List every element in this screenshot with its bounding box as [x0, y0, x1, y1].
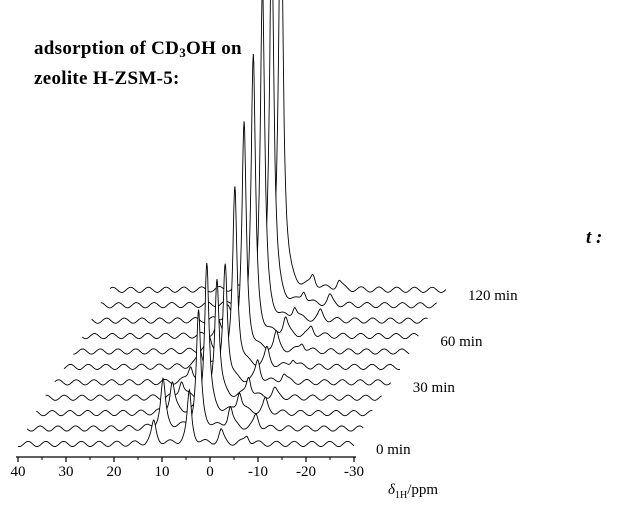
x-axis-title: δ1H/ppm	[388, 482, 438, 501]
x-axis: 40 30 20 10 0 -10 -20 -30	[11, 456, 364, 480]
title-line-1: adsorption of CD3OH on	[34, 36, 294, 66]
time-label-0: 0 min	[376, 442, 411, 458]
spectrum-fill-10	[110, 0, 446, 293]
spectrum-fill-6	[73, 121, 410, 355]
spectrum-fill-3	[45, 279, 382, 401]
time-axis-label: t :	[586, 227, 603, 248]
spectra-group	[17, 0, 447, 447]
x-tick-label-4: 0	[206, 464, 214, 480]
spectrum-fill-7	[82, 54, 419, 339]
title-line-1-prefix: adsorption of CD	[34, 38, 180, 59]
spectrum-line-5	[63, 186, 401, 370]
spectrum-line-6	[73, 121, 410, 355]
title-line-1-subscript: 3	[179, 45, 187, 60]
x-axis-title-unit: /ppm	[407, 482, 439, 498]
spectrum-line-2	[36, 262, 373, 417]
spectrum-line-7	[82, 53, 419, 340]
x-tick-label-3: 10	[155, 464, 170, 480]
spectrum-fill-1	[27, 309, 364, 432]
x-tick-label-0: 40	[11, 464, 26, 480]
spectrum-line-4	[54, 263, 392, 386]
time-label-1: 30 min	[412, 380, 455, 397]
spectrum-line-8	[91, 0, 428, 324]
figure-title: adsorption of CD3OH on zeolite H-ZSM-5:	[34, 36, 294, 92]
spectrum-fill-5	[64, 186, 400, 370]
time-label-2: 60 min	[440, 334, 483, 351]
spectrum-line-3	[45, 279, 382, 401]
spectrum-line-1	[26, 309, 364, 432]
x-tick-label-6: -20	[296, 464, 316, 480]
spectrum-line-9	[100, 0, 437, 309]
x-tick-label-2: 20	[107, 464, 122, 480]
x-tick-label-7: -30	[344, 464, 364, 480]
spectrum-line-10	[109, 0, 447, 293]
spectrum-fill-0	[18, 389, 354, 447]
x-tick-label-1: 30	[59, 464, 74, 480]
spectrum-line-0	[17, 388, 355, 447]
spectrum-fill-8	[91, 0, 428, 324]
title-line-2: zeolite H-ZSM-5:	[34, 68, 180, 89]
x-axis-title-delta: δ	[388, 482, 395, 498]
x-tick-label-5: -10	[248, 464, 268, 480]
x-axis-title-subscript: 1H	[394, 490, 408, 501]
title-line-1-suffix: OH on	[186, 38, 242, 59]
time-label-3: 120 min	[468, 288, 518, 304]
